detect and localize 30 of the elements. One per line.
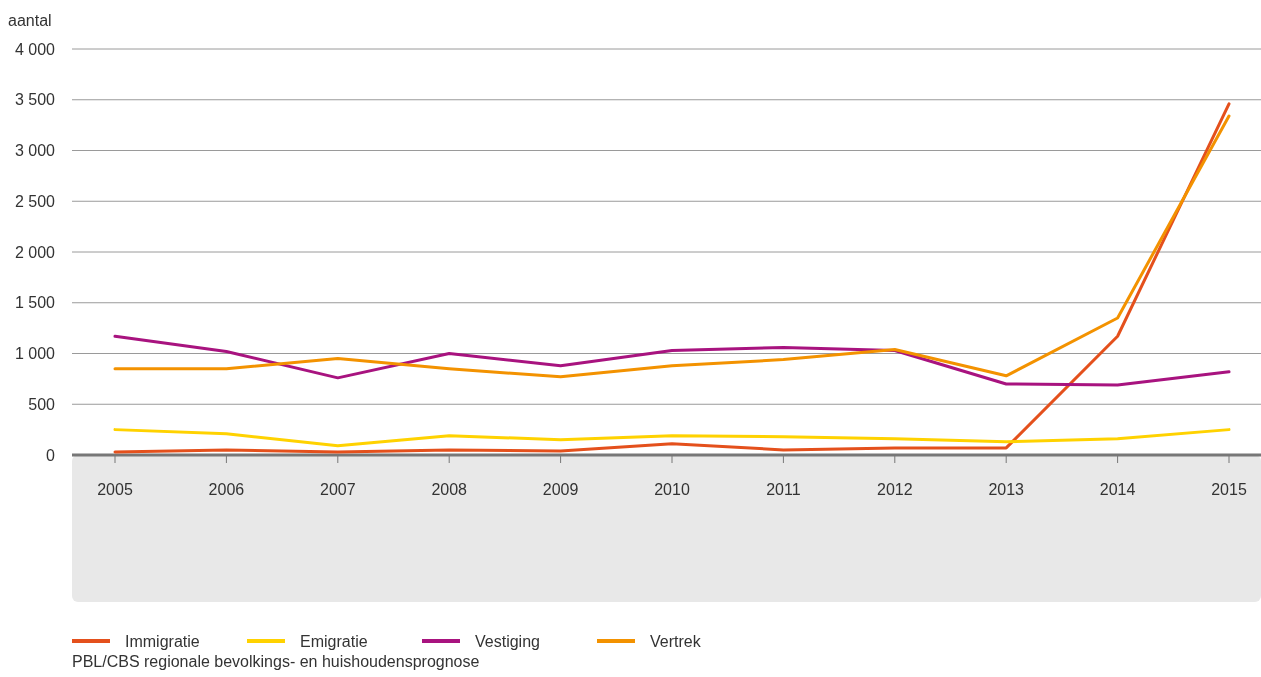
legend-label: Emigratie: [300, 632, 368, 650]
x-tick-label: 2015: [1211, 481, 1247, 498]
legend-label: Vertrek: [650, 632, 702, 650]
legend-label: Immigratie: [125, 632, 200, 650]
y-tick-label: 3 500: [14, 91, 56, 109]
y-tick-label: 2 500: [14, 192, 56, 210]
line-series: [113, 114, 1231, 379]
text: PBL/CBS regionale bevolkings- en huishoudensprognose: [72, 653, 480, 670]
x-tick-label: 2009: [542, 481, 579, 498]
x-tick-label: 2006: [208, 481, 245, 498]
x-tick-label: 2008: [431, 481, 468, 498]
legend-label: Vestiging: [475, 632, 540, 650]
x-tick-label: 2013: [988, 481, 1025, 498]
y-tick-label: 4 000: [14, 40, 56, 58]
x-tick-label: 2010: [654, 481, 690, 498]
y-tick-label: 3 000: [14, 142, 56, 160]
x-tick-label: 2011: [766, 481, 801, 498]
x-tick-label: 2014: [1099, 481, 1136, 498]
x-tick-label: 2012: [877, 481, 913, 498]
y-tick-label: 1 500: [14, 294, 56, 312]
x-tick-label: 2007: [320, 481, 356, 498]
y-axis-title: aantal: [8, 12, 52, 29]
y-tick-label: 0: [46, 446, 56, 464]
y-tick-label: 500: [28, 395, 56, 413]
line-series: [113, 102, 1231, 454]
x-tick-label: 2005: [97, 481, 133, 498]
line-series: [113, 428, 1231, 448]
y-tick-label: 1 000: [14, 345, 56, 363]
line-series: [113, 334, 1231, 387]
y-tick-label: 2 000: [14, 243, 56, 261]
